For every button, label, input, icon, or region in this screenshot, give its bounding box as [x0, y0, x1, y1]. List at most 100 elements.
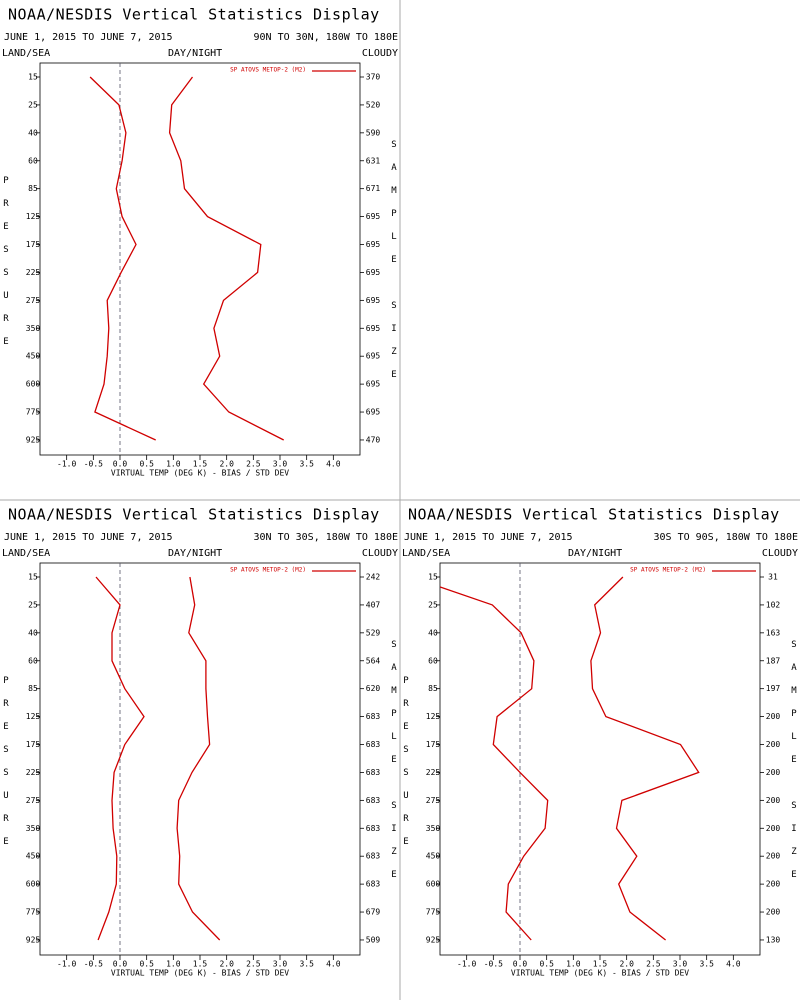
y-tick-label: 60	[28, 656, 38, 665]
x-tick-label: 2.5	[246, 960, 261, 969]
x-tick-label: 3.0	[273, 460, 288, 469]
x-tick-label: 2.5	[246, 460, 261, 469]
x-tick-label: -0.5	[484, 960, 503, 969]
std-dev-line	[176, 576, 221, 941]
sample-size: 683	[366, 796, 381, 805]
x-tick-label: 3.5	[699, 960, 714, 969]
sample-size: 683	[366, 768, 381, 777]
y-axis-label: PRESSURE	[1, 176, 11, 360]
day-night: DAY/NIGHT	[568, 548, 622, 559]
x-tick-label: 1.0	[166, 460, 181, 469]
y-tick-label: 125	[26, 212, 41, 221]
y-tick-label: 450	[26, 352, 41, 361]
sample-size: 695	[366, 296, 381, 305]
y-tick-label: 40	[28, 628, 38, 637]
y-tick-label: 775	[26, 908, 41, 917]
y-tick-label: 925	[426, 935, 441, 944]
day-night: DAY/NIGHT	[168, 548, 222, 559]
panel: NOAA/NESDIS Vertical Statistics Display J…	[401, 506, 799, 978]
x-axis-label: VIRTUAL TEMP (DEG K) - BIAS / STD DEV	[511, 969, 689, 978]
sample-size: 370	[366, 73, 381, 82]
y-tick-label: 60	[28, 156, 38, 165]
y-tick-label: 275	[26, 296, 41, 305]
sample-size: 620	[366, 684, 381, 693]
sample-size: 200	[766, 712, 781, 721]
sample-size: 200	[766, 880, 781, 889]
x-tick-label: -1.0	[57, 960, 76, 969]
x-tick-label: 1.0	[566, 960, 581, 969]
y-tick-label: 275	[26, 796, 41, 805]
sample-size: 679	[366, 908, 381, 917]
x-tick-label: 0.5	[139, 460, 154, 469]
chart-title: NOAA/NESDIS Vertical Statistics Display	[408, 506, 780, 524]
y-tick-label: 225	[26, 768, 41, 777]
sample-size: 683	[366, 712, 381, 721]
y-tick-label: 25	[28, 600, 38, 609]
sample-size: 695	[366, 352, 381, 361]
sample-size: 564	[366, 656, 381, 665]
y-tick-label: 175	[426, 740, 441, 749]
y-tick-label: 225	[426, 768, 441, 777]
x-tick-label: 0.0	[113, 460, 128, 469]
sample-size: 520	[366, 100, 381, 109]
y2-axis-label: SAMPLE SIZE	[389, 640, 399, 893]
x-tick-label: 3.5	[299, 460, 314, 469]
y-tick-label: 85	[428, 684, 438, 693]
sample-size: 200	[766, 824, 781, 833]
y-tick-label: 600	[426, 880, 441, 889]
sample-size: 200	[766, 740, 781, 749]
x-tick-label: -1.0	[57, 460, 76, 469]
y-tick-label: 25	[428, 600, 438, 609]
y-tick-label: 85	[28, 184, 38, 193]
y-tick-label: 600	[26, 880, 41, 889]
y-tick-label: 175	[26, 240, 41, 249]
y-tick-label: 15	[28, 73, 38, 82]
sample-size: 470	[366, 435, 381, 444]
sample-size: 407	[366, 600, 381, 609]
y-tick-label: 225	[26, 268, 41, 277]
y2-axis-label: SAMPLE SIZE	[789, 640, 799, 893]
x-tick-label: 1.0	[166, 960, 181, 969]
x-tick-label: 0.5	[139, 960, 154, 969]
x-tick-label: 1.5	[593, 960, 608, 969]
date-range: JUNE 1, 2015 TO JUNE 7, 2015	[4, 32, 173, 43]
bias-line	[95, 576, 145, 941]
x-axis-label: VIRTUAL TEMP (DEG K) - BIAS / STD DEV	[111, 969, 289, 978]
std-dev-line	[168, 76, 284, 441]
sample-size: 509	[366, 935, 381, 944]
x-tick-label: 4.0	[326, 460, 341, 469]
y-tick-label: 15	[428, 573, 438, 582]
x-tick-label: -0.5	[84, 960, 103, 969]
x-tick-label: 3.0	[673, 960, 688, 969]
x-tick-label: 1.5	[193, 960, 208, 969]
chart-title: NOAA/NESDIS Vertical Statistics Display	[8, 506, 380, 524]
legend-label: SP ATOVS METOP-2 (M2)	[230, 567, 306, 574]
land-sea: LAND/SEA	[2, 548, 50, 559]
sample-size: 683	[366, 880, 381, 889]
y-tick-label: 350	[26, 324, 41, 333]
region: 30N TO 30S, 180W TO 180E	[254, 532, 399, 543]
sample-size: 683	[366, 852, 381, 861]
y-tick-label: 275	[426, 796, 441, 805]
sample-size: 695	[366, 240, 381, 249]
region: 90N TO 30N, 180W TO 180E	[254, 32, 399, 43]
y-tick-label: 600	[26, 380, 41, 389]
date-range: JUNE 1, 2015 TO JUNE 7, 2015	[4, 532, 173, 543]
sample-size: 130	[766, 935, 781, 944]
day-night: DAY/NIGHT	[168, 48, 222, 59]
panel: NOAA/NESDIS Vertical Statistics Display J…	[1, 506, 399, 978]
y-tick-label: 125	[426, 712, 441, 721]
y-tick-label: 175	[26, 740, 41, 749]
sample-size: 683	[366, 824, 381, 833]
y-tick-label: 775	[426, 908, 441, 917]
x-tick-label: 1.5	[193, 460, 208, 469]
y-tick-label: 925	[26, 435, 41, 444]
sample-size: 695	[366, 324, 381, 333]
y-tick-label: 85	[28, 684, 38, 693]
legend-label: SP ATOVS METOP-2 (M2)	[230, 67, 306, 74]
y-tick-label: 125	[26, 712, 41, 721]
plot-frame	[439, 562, 761, 956]
bias-line	[440, 586, 549, 941]
land-sea: LAND/SEA	[2, 48, 50, 59]
